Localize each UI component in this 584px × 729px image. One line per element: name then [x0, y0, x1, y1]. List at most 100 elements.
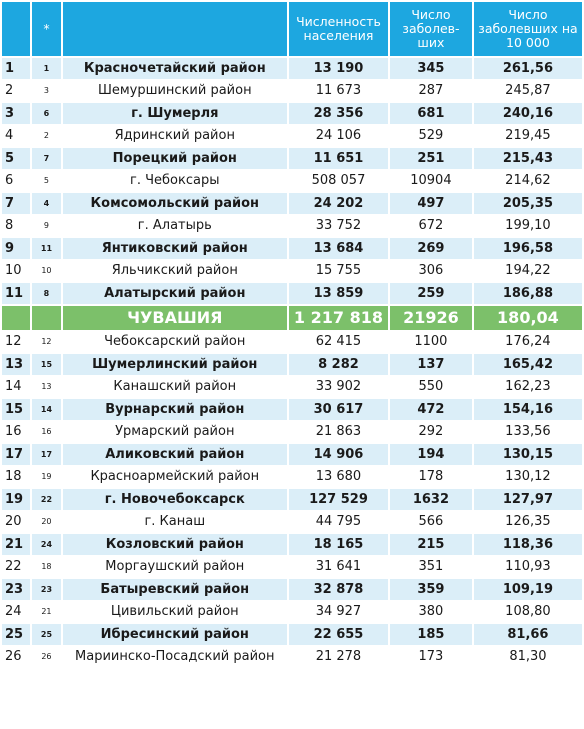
table-row: 4 2 Ядринский район 24 106 529 219,45	[2, 125, 582, 146]
cell-population: 31 641	[288, 556, 388, 577]
cell-population: 13 684	[288, 238, 388, 259]
table-row: 3 6 г. Шумерля 28 356 681 240,16	[2, 103, 582, 124]
cell-previous-rank: 9	[32, 215, 61, 236]
cell-population: 44 795	[288, 511, 388, 532]
header-cases: Число заболев-ших	[389, 2, 472, 56]
cell-rank: 26	[2, 646, 31, 667]
cell-cases: 215	[389, 534, 472, 555]
table-row: 15 14 Вурнарский район 30 617 472 154,16	[2, 399, 582, 420]
cell-name: Ядринский район	[62, 125, 287, 146]
cell-name: Моргаушский район	[62, 556, 287, 577]
table-row: 2 3 Шемуршинский район 11 673 287 245,87	[2, 80, 582, 101]
cell-previous-rank: 16	[32, 421, 61, 442]
cell-previous-rank: 18	[32, 556, 61, 577]
cell-previous-rank: 21	[32, 601, 61, 622]
table-row: 20 20 г. Канаш 44 795 566 126,35	[2, 511, 582, 532]
cell-name: Цивильский район	[62, 601, 287, 622]
cell-rate: 261,56	[473, 58, 582, 79]
cell-previous-rank: 14	[32, 399, 61, 420]
cell-cases: 1632	[389, 489, 472, 510]
cell-population: 13 680	[288, 466, 388, 487]
cell-rank: 22	[2, 556, 31, 577]
cell-rate: 81,66	[473, 624, 582, 645]
cell-cases: 21926	[389, 305, 472, 330]
table-row: 10 10 Яльчикский район 15 755 306 194,22	[2, 260, 582, 281]
cell-population: 13 190	[288, 58, 388, 79]
header-rank	[2, 2, 31, 56]
cell-population: 15 755	[288, 260, 388, 281]
table-row: 14 13 Канашский район 33 902 550 162,23	[2, 376, 582, 397]
cell-cases: 472	[389, 399, 472, 420]
table-row: 5 7 Порецкий район 11 651 251 215,43	[2, 148, 582, 169]
incidence-table: * Численность населения Число заболев-ши…	[2, 2, 582, 667]
cell-cases: 185	[389, 624, 472, 645]
cell-previous-rank: 8	[32, 283, 61, 304]
cell-rate: 109,19	[473, 579, 582, 600]
cell-previous-rank: 6	[32, 103, 61, 124]
cell-rank: 20	[2, 511, 31, 532]
cell-cases: 137	[389, 354, 472, 375]
cell-rate: 130,15	[473, 444, 582, 465]
header-name	[62, 2, 287, 56]
cell-rank: 9	[2, 238, 31, 259]
table-row: 9 11 Янтиковский район 13 684 269 196,58	[2, 238, 582, 259]
cell-rate: 176,24	[473, 331, 582, 352]
cell-population: 8 282	[288, 354, 388, 375]
cell-previous-rank: 20	[32, 511, 61, 532]
cell-population: 21 863	[288, 421, 388, 442]
table-row: 6 5 г. Чебоксары 508 057 10904 214,62	[2, 170, 582, 191]
table-row: 21 24 Козловский район 18 165 215 118,36	[2, 534, 582, 555]
cell-rank: 23	[2, 579, 31, 600]
cell-rank: 1	[2, 58, 31, 79]
cell-population: 18 165	[288, 534, 388, 555]
cell-cases: 359	[389, 579, 472, 600]
cell-rate: 165,42	[473, 354, 582, 375]
cell-name: Мариинско-Посадский район	[62, 646, 287, 667]
cell-rate: 130,12	[473, 466, 582, 487]
cell-previous-rank: 12	[32, 331, 61, 352]
cell-rate: 214,62	[473, 170, 582, 191]
table-row: 23 23 Батыревский район 32 878 359 109,19	[2, 579, 582, 600]
cell-population: 33 902	[288, 376, 388, 397]
cell-rank: 19	[2, 489, 31, 510]
cell-previous-rank: 7	[32, 148, 61, 169]
cell-cases: 497	[389, 193, 472, 214]
header-rate: Число заболевших на 10 000	[473, 2, 582, 56]
cell-name: Канашский район	[62, 376, 287, 397]
cell-name: Шумерлинский район	[62, 354, 287, 375]
table-row: 26 26 Мариинско-Посадский район 21 278 173 81…	[2, 646, 582, 667]
cell-rate: 154,16	[473, 399, 582, 420]
cell-rate: 108,80	[473, 601, 582, 622]
cell-name: Красноармейский район	[62, 466, 287, 487]
cell-population: 33 752	[288, 215, 388, 236]
cell-cases: 173	[389, 646, 472, 667]
cell-cases: 672	[389, 215, 472, 236]
cell-name: Вурнарский район	[62, 399, 287, 420]
table-row: 13 15 Шумерлинский район 8 282 137 165,42	[2, 354, 582, 375]
cell-previous-rank: 25	[32, 624, 61, 645]
cell-population: 1 217 818	[288, 305, 388, 330]
cell-cases: 306	[389, 260, 472, 281]
cell-rank: 24	[2, 601, 31, 622]
cell-rank: 25	[2, 624, 31, 645]
cell-rank: 14	[2, 376, 31, 397]
cell-population: 24 202	[288, 193, 388, 214]
cell-cases: 345	[389, 58, 472, 79]
header-previous-rank: *	[32, 2, 61, 56]
table-row: 19 22 г. Новочебоксарск 127 529 1632 127,97	[2, 489, 582, 510]
cell-rate: 127,97	[473, 489, 582, 510]
cell-population: 13 859	[288, 283, 388, 304]
table-row: 22 18 Моргаушский район 31 641 351 110,93	[2, 556, 582, 577]
cell-cases: 681	[389, 103, 472, 124]
cell-cases: 566	[389, 511, 472, 532]
cell-previous-rank: 2	[32, 125, 61, 146]
cell-cases: 351	[389, 556, 472, 577]
table-row: 18 19 Красноармейский район 13 680 178 130,12	[2, 466, 582, 487]
cell-name: Аликовский район	[62, 444, 287, 465]
cell-previous-rank: 4	[32, 193, 61, 214]
cell-previous-rank: 17	[32, 444, 61, 465]
cell-rate: 215,43	[473, 148, 582, 169]
cell-rate: 205,35	[473, 193, 582, 214]
cell-name: г. Канаш	[62, 511, 287, 532]
cell-name: г. Алатырь	[62, 215, 287, 236]
